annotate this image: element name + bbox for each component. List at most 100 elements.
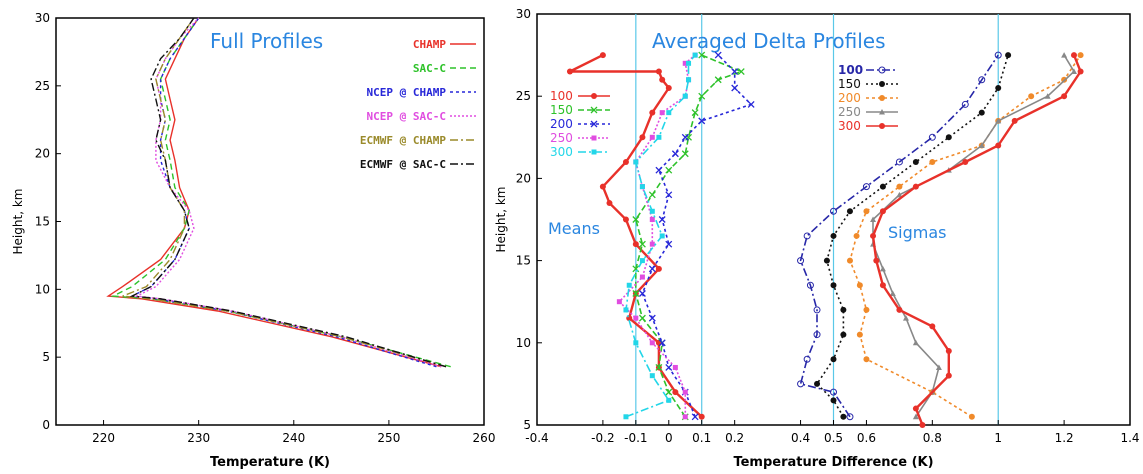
sigmas-point-150: [978, 109, 985, 116]
sigmas-point-250: [896, 191, 903, 198]
sigmas-legend-label-200: 200: [838, 91, 861, 105]
sigmas-point-100: [978, 76, 986, 84]
means-point-300: [649, 208, 655, 214]
sigmas-point-300: [870, 232, 877, 239]
means-point-150: [632, 290, 640, 297]
left-x-tick-label: 230: [187, 431, 210, 445]
right-y-tick-label: 15: [516, 254, 531, 268]
means-point-250: [633, 315, 639, 321]
means-line-150: [634, 54, 744, 418]
means-point-200: [691, 413, 699, 421]
means-point-150: [655, 364, 663, 371]
sigmas-point-200: [856, 331, 863, 338]
sigmas-point-200: [896, 183, 903, 190]
left-y-tick-label: 20: [35, 147, 50, 161]
means-point-300: [692, 52, 698, 58]
sigmas-legend-marker-300: [879, 123, 885, 129]
sigmas-line-250: [872, 54, 1076, 418]
sigmas-point-100: [830, 207, 837, 215]
left-x-axis-title: Temperature (K): [210, 455, 330, 470]
sigmas-point-250: [912, 339, 919, 346]
right-x-tick-label: -0.2: [591, 431, 614, 445]
means-legend-marker-150: [590, 106, 598, 114]
sigmas-point-100: [813, 306, 821, 314]
means-point-150: [632, 216, 640, 223]
means-point-150: [665, 388, 673, 396]
sigmas-point-300: [1011, 117, 1018, 124]
right-x-tick-label: -0.4: [525, 431, 548, 445]
sigmas-point-250: [1044, 93, 1051, 99]
means-point-150: [691, 109, 699, 117]
sigmas-point-100: [803, 355, 811, 363]
sigmas-legend-label-300: 300: [838, 119, 861, 133]
sigmas-point-250: [902, 315, 909, 321]
means-point-250: [682, 60, 688, 66]
sigmas-point-200: [863, 208, 870, 215]
means-legend-marker-100: [591, 93, 597, 99]
sigmas-point-150: [830, 356, 837, 363]
means-point-200: [731, 68, 739, 75]
sigmas-point-300: [873, 257, 880, 264]
sigmas-point-200: [853, 232, 860, 239]
means-point-300: [649, 373, 655, 379]
means-legend-label-200: 200: [550, 117, 573, 131]
left-series-line-6: [129, 17, 447, 368]
right-x-axis-title: Temperature Difference (K): [733, 455, 933, 470]
means-point-300: [666, 110, 672, 116]
means-point-200: [747, 100, 755, 108]
sigmas-point-150: [846, 208, 853, 215]
means-point-100: [632, 241, 639, 248]
sigmas-point-150: [945, 134, 952, 141]
right-chart-title: Averaged Delta Profiles: [652, 29, 886, 53]
sigmas-point-300: [912, 405, 919, 412]
right-x-tick-label: 0.8: [923, 431, 942, 445]
means-point-300: [633, 159, 639, 165]
left-legend-label-4: NCEP @ SAC-C: [367, 110, 446, 123]
means-point-150: [698, 92, 706, 100]
means-legend-marker-300: [591, 149, 597, 155]
means-annotation: Means: [548, 219, 600, 238]
sigmas-legend-label-150: 150: [838, 77, 861, 91]
means-point-100: [622, 158, 629, 165]
means-point-150: [737, 68, 745, 75]
right-y-tick-label: 25: [516, 89, 531, 103]
sigmas-point-100: [961, 100, 969, 108]
sigmas-point-250: [912, 413, 919, 420]
sigmas-annotation: Sigmas: [888, 223, 946, 242]
sigmas-point-150: [830, 282, 837, 289]
means-point-150: [638, 314, 646, 322]
right-y-tick-label: 5: [523, 418, 531, 432]
means-legend-label-150: 150: [550, 103, 573, 117]
means-point-250: [649, 217, 655, 222]
means-point-100: [672, 389, 679, 396]
sigmas-point-100: [830, 388, 837, 396]
means-legend-marker-200: [590, 120, 598, 128]
means-legend-marker-250: [591, 135, 597, 141]
sigmas-legend-marker-200: [879, 95, 885, 101]
sigmas-point-300: [1077, 68, 1084, 75]
left-series-line-1: [106, 17, 442, 368]
means-point-150: [638, 240, 646, 248]
right-x-tick-label: 0.4: [791, 431, 810, 445]
means-point-300: [626, 282, 632, 288]
left-series-line-4: [134, 17, 442, 368]
sigmas-point-150: [879, 183, 886, 190]
sigmas-point-150: [830, 397, 837, 404]
left-legend-label-5: ECMWF @ CHAMP: [360, 134, 446, 147]
sigmas-line-200: [849, 54, 1082, 418]
sigmas-point-200: [863, 306, 870, 313]
sigmas-point-250: [879, 265, 886, 272]
left-series-line-3: [129, 17, 437, 368]
means-point-100: [649, 109, 656, 116]
means-legend-label-100: 100: [550, 89, 573, 103]
means-point-300: [666, 397, 672, 403]
sigmas-point-150: [1005, 52, 1012, 59]
sigmas-point-200: [1028, 93, 1035, 100]
right-x-tick-label: -0.1: [624, 431, 647, 445]
means-point-100: [599, 183, 606, 190]
right-y-tick-label: 10: [516, 336, 531, 350]
sigmas-point-150: [814, 380, 821, 387]
left-x-tick-label: 240: [282, 431, 305, 445]
sigmas-point-300: [929, 323, 936, 330]
